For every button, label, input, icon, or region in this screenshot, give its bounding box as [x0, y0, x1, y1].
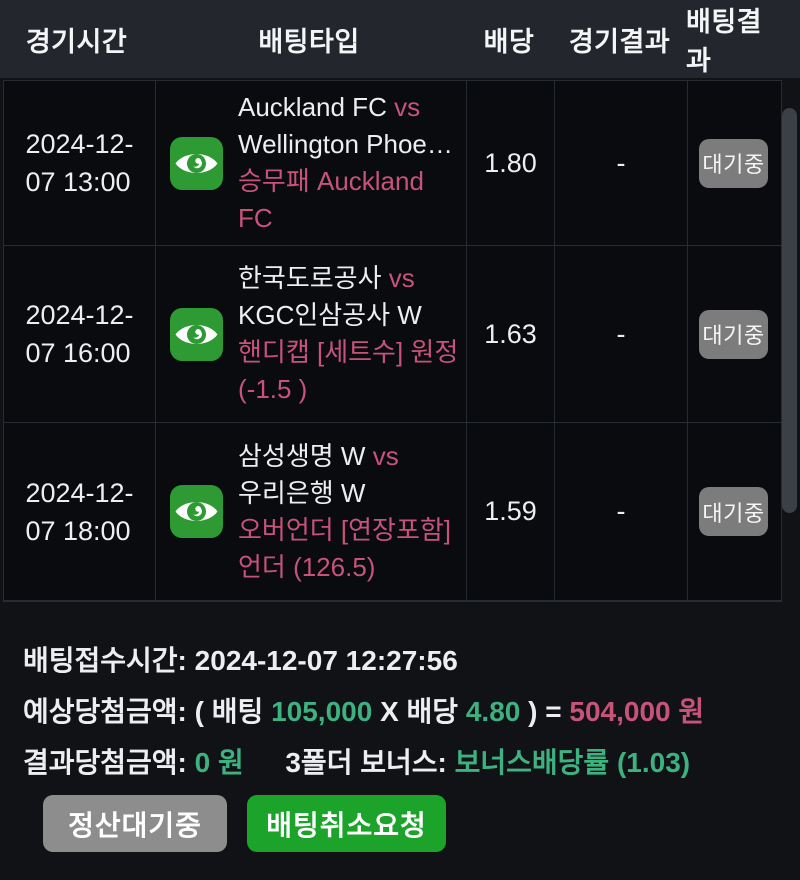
- eye-icon[interactable]: [170, 136, 223, 191]
- formula-times: X 배당: [380, 696, 459, 727]
- bonus-odds-value: 보너스배당률 (1.03): [454, 747, 691, 778]
- bet-cancel-request-button[interactable]: 배팅취소요청: [247, 795, 446, 852]
- game-result: -: [555, 423, 688, 600]
- home-team: 삼성생명 W: [238, 440, 366, 471]
- vs-label: vs: [388, 263, 415, 293]
- bet-type: 핸디캡 [세트수] 원정 (-1.5 ): [238, 337, 459, 404]
- home-team: Auckland FC: [238, 92, 387, 122]
- bets-table: 2024-12- 07 13:00 Auckland FC vs Welling…: [3, 80, 782, 602]
- receipt-time-label: 배팅접수시간:: [23, 645, 187, 676]
- header-bet-result: 배팅결과: [686, 7, 763, 76]
- game-result: -: [555, 81, 688, 245]
- game-time: 2024-12- 07 18:00: [25, 477, 134, 546]
- table-row: 2024-12- 07 13:00 Auckland FC vs Welling…: [4, 81, 781, 246]
- game-result: -: [555, 246, 688, 422]
- bet-amount-value: 105,000: [271, 696, 373, 727]
- header-odds: 배당: [483, 26, 535, 57]
- receipt-time-value: 2024-12-07 12:27:56: [194, 645, 458, 676]
- scrollbar-thumb[interactable]: [782, 108, 797, 513]
- vs-label: vs: [394, 92, 421, 122]
- eye-icon[interactable]: [170, 307, 223, 362]
- odds-value: 1.59: [467, 423, 555, 600]
- odds-value: 1.63: [467, 246, 555, 422]
- result-winnings-label: 결과당첨금액:: [23, 747, 187, 778]
- bet-summary: 배팅접수시간: 2024-12-07 12:27:56 예상당첨금액: ( 배팅…: [0, 602, 800, 852]
- total-odds-value: 4.80: [465, 696, 521, 727]
- folder-bonus-label: 3폴더 보너스:: [285, 747, 447, 778]
- settlement-pending-button[interactable]: 정산대기중: [43, 795, 227, 852]
- bet-type: 승무패 Auckland FC: [238, 166, 424, 233]
- away-team: 우리은행 W: [238, 477, 366, 508]
- match-info: 삼성생명 W vs 우리은행 W 오버언더 [연장포함] 언더 (126.5): [238, 438, 466, 586]
- table-row: 2024-12- 07 18:00 삼성생명 W vs 우리은행 W 오버언더: [4, 423, 781, 601]
- header-bet-type: 배팅타입: [258, 26, 360, 57]
- eye-icon[interactable]: [170, 484, 223, 539]
- table-row: 2024-12- 07 16:00 한국도로공사 vs KGC인삼공사 W 핸: [4, 246, 781, 423]
- result-winnings-line: 결과당첨금액: 0 원 3폴더 보너스: 보너스배당률 (1.03): [23, 746, 800, 780]
- formula-close: ) =: [528, 696, 562, 727]
- home-team: 한국도로공사: [238, 263, 382, 293]
- result-amount-value: 0 원: [194, 747, 244, 778]
- status-badge: 대기중: [699, 487, 768, 536]
- header-game-result: 경기결과: [568, 26, 671, 57]
- bet-type: 오버언더 [연장포함] 언더 (126.5): [238, 514, 452, 582]
- vs-label: vs: [372, 440, 399, 471]
- header-game-time: 경기시간: [25, 26, 128, 57]
- odds-value: 1.80: [467, 81, 555, 245]
- status-badge: 대기중: [699, 309, 768, 359]
- expected-amount-value: 504,000 원: [569, 696, 705, 727]
- expected-winnings-line: 예상당첨금액: ( 배팅 105,000 X 배당 4.80 ) = 504,0…: [23, 695, 800, 729]
- game-time: 2024-12- 07 16:00: [25, 300, 134, 368]
- away-team: KGC인삼공사 W: [238, 300, 422, 330]
- game-time: 2024-12- 07 13:00: [25, 129, 134, 197]
- receipt-time-line: 배팅접수시간: 2024-12-07 12:27:56: [23, 644, 800, 678]
- formula-open: ( 배팅: [194, 696, 264, 727]
- match-info: 한국도로공사 vs KGC인삼공사 W 핸디캡 [세트수] 원정 (-1.5 ): [238, 260, 466, 408]
- match-info: Auckland FC vs Wellington Phoe… 승무패 Auck…: [238, 89, 466, 237]
- table-header: 경기시간 배팅타입 배당 경기결과 배팅결과: [0, 0, 800, 78]
- status-badge: 대기중: [699, 138, 768, 188]
- action-buttons: 정산대기중 배팅취소요청: [43, 795, 800, 852]
- expected-winnings-label: 예상당첨금액:: [23, 696, 187, 727]
- away-team: Wellington Phoe…: [238, 129, 453, 159]
